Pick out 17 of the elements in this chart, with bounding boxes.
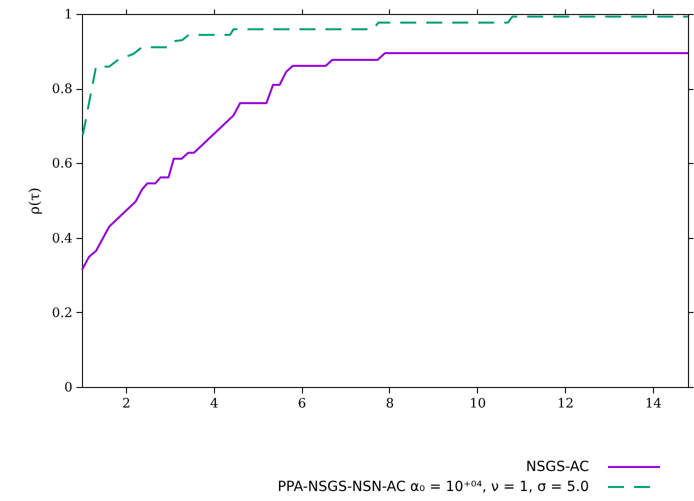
y-axis-title: ρ(τ) <box>26 188 43 214</box>
y-tick-label: 0.2 <box>52 306 72 321</box>
y-tick-label: 0.6 <box>52 156 72 172</box>
x-tick-label: 12 <box>557 396 574 412</box>
y-tick-label: 0.4 <box>52 231 72 246</box>
legend-label: PPA-NSGS-NSN-AC α₀ = 10⁺⁰⁴, ν = 1, σ = 5.0 <box>278 479 589 495</box>
x-tick-label: 2 <box>122 396 131 412</box>
y-tick-label: 0 <box>64 380 72 396</box>
line-series <box>81 52 689 271</box>
x-tick-label: 4 <box>210 396 218 412</box>
legend-label: NSGS-AC <box>526 459 590 475</box>
y-tick-label: 1 <box>64 8 72 22</box>
x-tick-label: 8 <box>386 396 394 412</box>
x-tick-label: 6 <box>298 396 306 412</box>
y-tick-label: 0.8 <box>52 82 72 98</box>
x-tick-label: 14 <box>645 396 662 412</box>
x-tick-label: 10 <box>469 396 486 412</box>
